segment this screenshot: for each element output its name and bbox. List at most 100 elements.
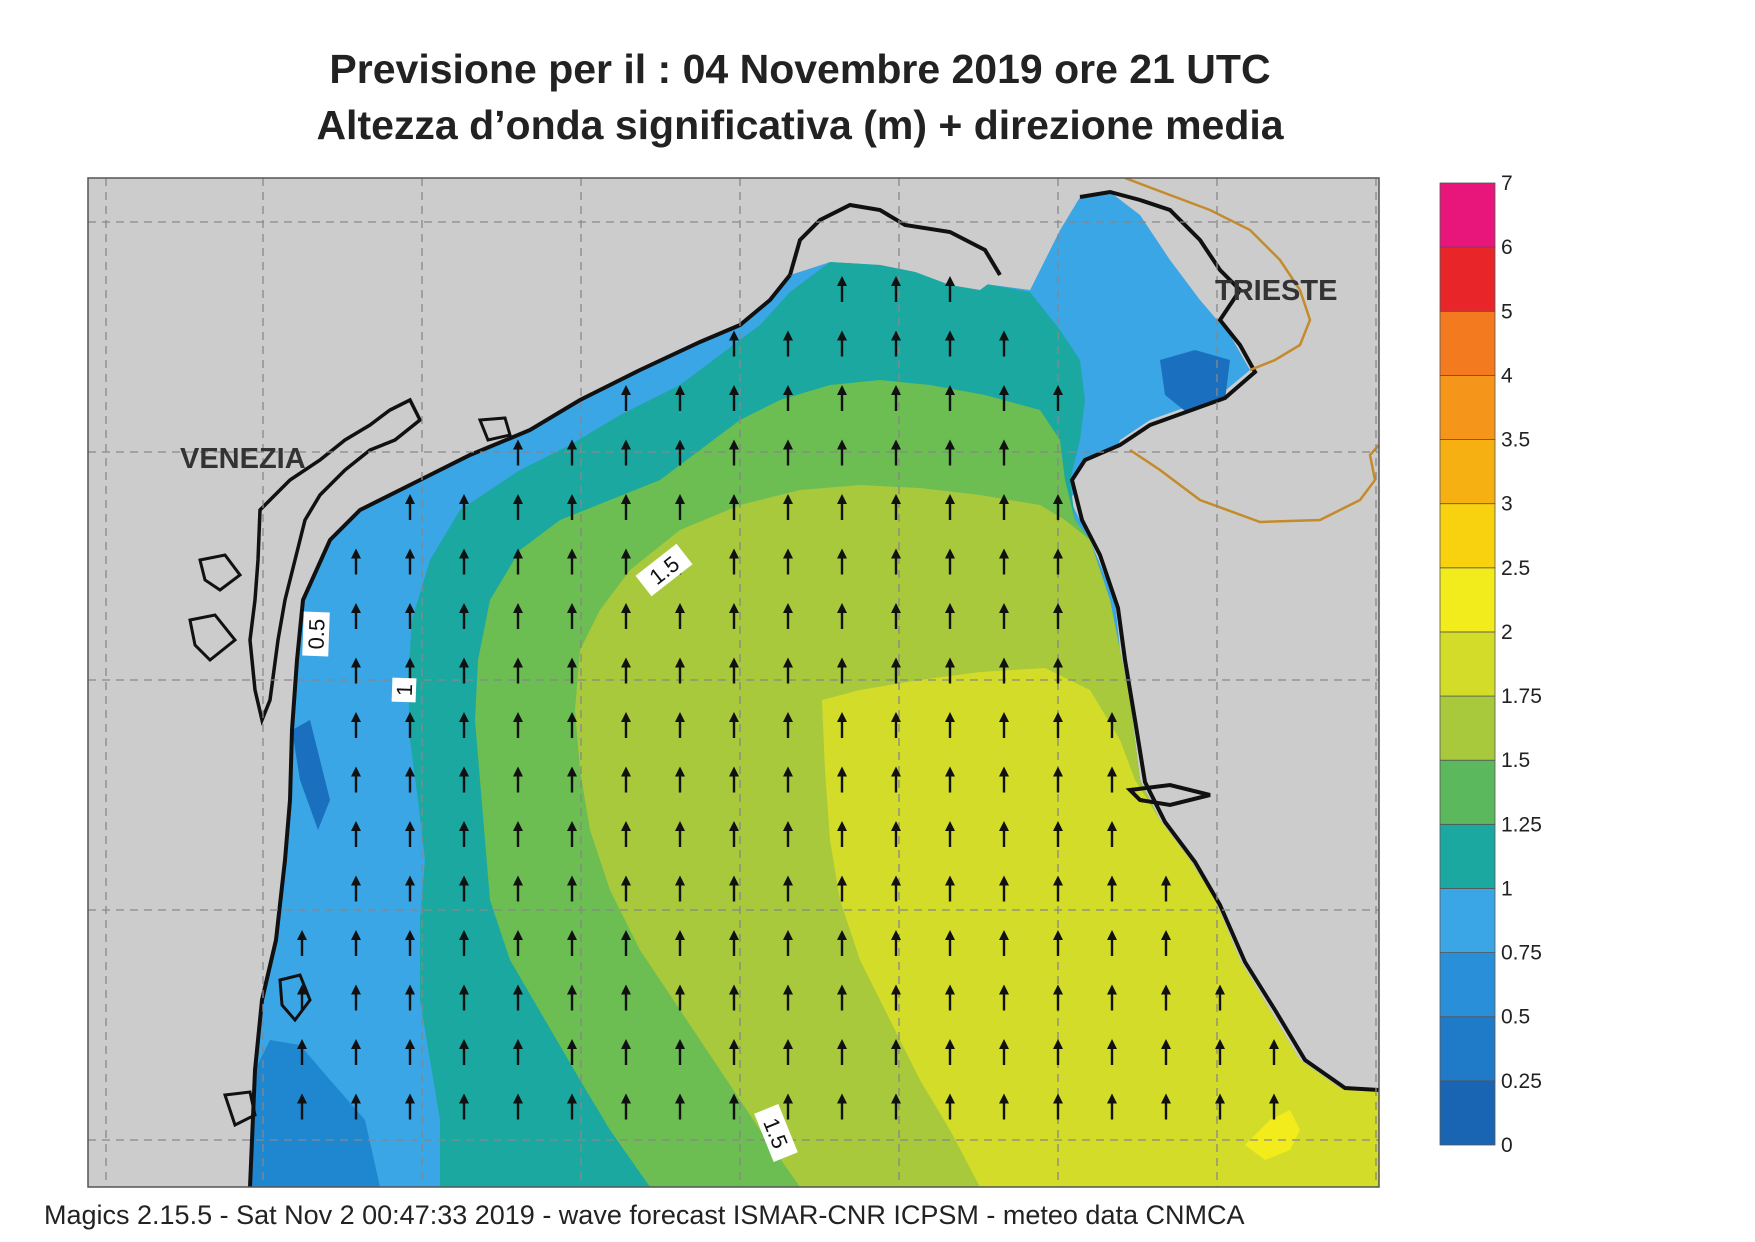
direction-arrow-head xyxy=(999,930,1009,940)
direction-arrow-head xyxy=(783,984,793,995)
direction-arrow-head xyxy=(1053,548,1063,559)
direction-arrow-head xyxy=(621,494,631,504)
direction-arrow-head xyxy=(675,603,685,613)
direction-arrow-head xyxy=(945,276,955,286)
direction-arrow-head xyxy=(567,657,577,668)
direction-arrow-head xyxy=(567,1039,577,1049)
direction-arrow-head xyxy=(891,276,901,286)
direction-arrow-head xyxy=(729,385,739,395)
direction-arrow-head xyxy=(1107,712,1117,722)
direction-arrow-head xyxy=(621,875,631,886)
west-coast-land xyxy=(88,178,1120,1187)
direction-arrow-head xyxy=(1053,766,1063,777)
colorbar-tick-label: 0 xyxy=(1501,1134,1513,1157)
colorbar-swatch xyxy=(1439,631,1496,697)
colorbar-swatch xyxy=(1439,567,1496,633)
direction-arrow-head xyxy=(621,1093,631,1104)
direction-arrow-head xyxy=(405,494,415,504)
direction-arrow-head xyxy=(351,657,361,668)
direction-arrow-head xyxy=(729,930,739,940)
direction-arrow-head xyxy=(999,1093,1009,1104)
direction-arrow-head xyxy=(513,603,523,613)
direction-arrow-head xyxy=(945,439,955,450)
direction-arrow-head xyxy=(675,766,685,777)
direction-arrow-head xyxy=(513,930,523,940)
direction-arrow-head xyxy=(297,1093,307,1104)
direction-arrow-head xyxy=(1161,984,1171,995)
direction-arrow-head xyxy=(729,603,739,613)
direction-arrow-head xyxy=(783,1093,793,1104)
direction-arrow-head xyxy=(675,385,685,395)
direction-arrow-head xyxy=(729,766,739,777)
colorbar-swatch xyxy=(1439,503,1496,569)
colorbar-swatch xyxy=(1439,823,1496,889)
direction-arrow-head xyxy=(621,385,631,395)
direction-arrow-head xyxy=(675,1039,685,1049)
direction-arrow-head xyxy=(945,984,955,995)
direction-arrow-head xyxy=(621,766,631,777)
direction-arrow-head xyxy=(513,548,523,559)
direction-arrow-head xyxy=(783,439,793,450)
direction-arrow-head xyxy=(891,712,901,722)
direction-arrow-head xyxy=(891,930,901,940)
direction-arrow-head xyxy=(729,657,739,668)
city-label-venezia: VENEZIA xyxy=(180,443,306,475)
direction-arrow-head xyxy=(783,930,793,940)
direction-arrow-head xyxy=(837,930,847,940)
colorbar-tick-label: 3.5 xyxy=(1501,429,1530,452)
direction-arrow-head xyxy=(675,821,685,831)
colorbar-tick-label: 0.5 xyxy=(1501,1006,1530,1029)
direction-arrow-head xyxy=(405,984,415,995)
direction-arrow-head xyxy=(1107,1093,1117,1104)
direction-arrow-head xyxy=(999,494,1009,504)
direction-arrow-head xyxy=(891,439,901,450)
direction-arrow-head xyxy=(837,657,847,668)
direction-arrow-head xyxy=(945,330,955,341)
direction-arrow-head xyxy=(729,821,739,831)
direction-arrow-head xyxy=(891,385,901,395)
svg-text:0.5: 0.5 xyxy=(303,618,329,649)
colorbar-swatch xyxy=(1439,310,1496,376)
direction-arrow-head xyxy=(405,875,415,886)
direction-arrow-head xyxy=(621,603,631,613)
direction-arrow-head xyxy=(837,603,847,613)
direction-arrow-head xyxy=(1269,1039,1279,1049)
colorbar-tick-label: 1.25 xyxy=(1501,813,1542,836)
direction-arrow-head xyxy=(837,276,847,286)
colorbar-tick-label: 6 xyxy=(1501,236,1513,259)
direction-arrow-head xyxy=(1053,603,1063,613)
direction-arrow-head xyxy=(999,330,1009,341)
map-frame xyxy=(87,177,1380,1188)
direction-arrow-head xyxy=(837,821,847,831)
direction-arrow-head xyxy=(459,821,469,831)
direction-arrow-head xyxy=(999,821,1009,831)
direction-arrow-head xyxy=(1215,1093,1225,1104)
direction-arrow-head xyxy=(459,1039,469,1049)
map-title: Previsione per il : 04 Novembre 2019 ore… xyxy=(329,46,1271,92)
direction-arrow-head xyxy=(729,548,739,559)
direction-arrow-head xyxy=(1161,875,1171,886)
direction-arrow-head xyxy=(567,439,577,450)
direction-arrow-head xyxy=(783,603,793,613)
direction-arrow-head xyxy=(567,766,577,777)
direction-arrow-head xyxy=(783,1039,793,1049)
direction-arrow-head xyxy=(351,821,361,831)
north-east-land xyxy=(1110,178,1379,290)
direction-arrow-head xyxy=(459,875,469,886)
direction-arrow-head xyxy=(891,766,901,777)
direction-arrow-head xyxy=(459,548,469,559)
direction-arrow-head xyxy=(1161,1093,1171,1104)
direction-arrow-head xyxy=(675,439,685,450)
direction-arrow-head xyxy=(945,385,955,395)
direction-arrow-head xyxy=(351,984,361,995)
colorbar-swatch xyxy=(1439,695,1496,761)
direction-arrow-head xyxy=(1107,821,1117,831)
direction-arrow-head xyxy=(891,821,901,831)
colorbar-swatch xyxy=(1439,1080,1496,1146)
direction-arrow-head xyxy=(513,439,523,450)
lagoon-island-5 xyxy=(477,416,512,442)
direction-arrow-head xyxy=(675,494,685,504)
direction-arrow-head xyxy=(513,1093,523,1104)
direction-arrow-head xyxy=(891,603,901,613)
direction-arrow-head xyxy=(567,494,577,504)
